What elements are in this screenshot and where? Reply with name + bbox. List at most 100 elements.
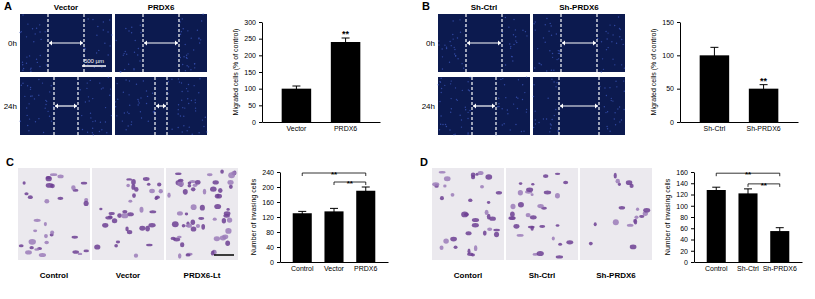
error-bar-stem xyxy=(334,208,335,214)
micrograph-background xyxy=(533,14,625,72)
cell-speck xyxy=(153,111,154,112)
cell-speck xyxy=(453,47,454,48)
cell-speck xyxy=(140,97,141,98)
y-tick: 240 xyxy=(262,169,280,176)
y-tick-label: 80 xyxy=(680,214,688,221)
cell-speck xyxy=(143,80,144,81)
cell-speck xyxy=(38,79,39,80)
cell-speck xyxy=(624,91,625,92)
cell-speck xyxy=(503,123,504,124)
cell-speck xyxy=(123,53,124,54)
y-tick-label: 40 xyxy=(680,236,688,243)
error-bar-cap xyxy=(710,47,718,48)
stained-cell xyxy=(226,208,229,211)
stained-cell xyxy=(191,220,196,226)
cell-speck xyxy=(523,130,524,131)
cell-speck xyxy=(22,62,23,63)
x-tick-label: Sh-PRDX6 xyxy=(746,125,780,132)
cell-speck xyxy=(43,132,44,133)
stained-cell xyxy=(210,187,217,192)
gap-arrow-head xyxy=(562,41,565,46)
bar xyxy=(770,231,789,262)
cell-speck xyxy=(180,57,181,58)
stained-cell xyxy=(213,218,217,221)
cell-speck xyxy=(181,91,182,92)
cell-speck xyxy=(454,53,455,54)
micrograph-background xyxy=(115,77,207,135)
cell-speck xyxy=(444,44,445,45)
stained-cell xyxy=(634,219,637,225)
cell-speck xyxy=(31,95,32,96)
y-tick: 0 xyxy=(670,119,680,126)
stained-cell xyxy=(172,221,179,227)
error-bar xyxy=(292,86,300,91)
bar xyxy=(707,190,726,262)
stained-cell xyxy=(558,243,562,246)
cell-speck xyxy=(187,30,188,31)
cell-speck xyxy=(611,98,612,99)
cell-speck xyxy=(617,108,618,109)
cell-speck xyxy=(558,58,559,59)
cell-speck xyxy=(526,35,527,36)
y-tick: 0 xyxy=(270,259,280,266)
cell-speck xyxy=(126,54,127,55)
cell-speck xyxy=(22,64,23,65)
stained-cell xyxy=(155,196,160,200)
y-tick-label: 20 xyxy=(680,247,688,254)
stained-cell xyxy=(537,204,544,208)
stained-cell xyxy=(112,218,117,223)
gap-arrow-head xyxy=(473,104,476,109)
y-axis-line xyxy=(280,173,281,263)
cell-speck xyxy=(83,48,84,49)
cell-speck xyxy=(538,63,539,64)
cell-speck xyxy=(552,53,553,54)
cell-speck xyxy=(609,87,610,88)
cell-speck xyxy=(544,42,545,43)
bar-chart: 050100150200250300VectorPRDX6Migrated ce… xyxy=(232,19,381,132)
stained-cell xyxy=(443,185,446,188)
cell-speck xyxy=(87,132,88,133)
cell-speck xyxy=(39,31,40,32)
cell-speck xyxy=(452,20,453,21)
y-tick-label: 120 xyxy=(262,214,274,221)
stained-cell xyxy=(126,178,132,180)
cell-speck xyxy=(105,121,106,122)
stained-cell xyxy=(57,175,63,179)
y-tick-mark xyxy=(677,89,680,90)
cell-speck xyxy=(32,28,33,29)
stained-cell xyxy=(636,208,639,211)
cell-speck xyxy=(177,127,178,128)
cell-speck xyxy=(446,46,447,47)
cell-speck xyxy=(171,129,172,130)
stained-cell xyxy=(454,245,458,249)
x-axis: Sh-CtrlSh-PRDX6 xyxy=(681,122,799,132)
cell-speck xyxy=(109,19,110,20)
cell-speck xyxy=(81,115,82,116)
stained-cell xyxy=(134,254,138,258)
stained-cell xyxy=(109,212,115,215)
stained-cell xyxy=(78,253,83,255)
cell-speck xyxy=(46,64,47,65)
stained-cell xyxy=(526,188,533,193)
x-axis-line xyxy=(695,262,803,263)
bar xyxy=(293,213,312,262)
cell-speck xyxy=(140,111,141,112)
cell-speck xyxy=(200,39,201,40)
cell-speck xyxy=(513,19,514,20)
x-tick: Vector xyxy=(286,122,307,132)
micrograph xyxy=(580,168,652,260)
column-label: Control xyxy=(40,271,68,280)
cell-speck xyxy=(444,85,445,86)
cell-speck xyxy=(534,110,535,111)
cell-speck xyxy=(36,28,37,29)
y-tick: 20 xyxy=(680,247,694,254)
cell-speck xyxy=(33,41,34,42)
cell-speck xyxy=(30,71,31,72)
y-tick-label: 120 xyxy=(676,191,688,198)
bar-chart: 050100150Sh-CtrlSh-PRDX6Migrated cells (… xyxy=(650,19,799,132)
cell-speck xyxy=(505,97,506,98)
cell-speck xyxy=(533,23,534,24)
cell-speck xyxy=(182,131,183,132)
cell-speck xyxy=(622,44,623,45)
stained-cell xyxy=(544,190,551,194)
